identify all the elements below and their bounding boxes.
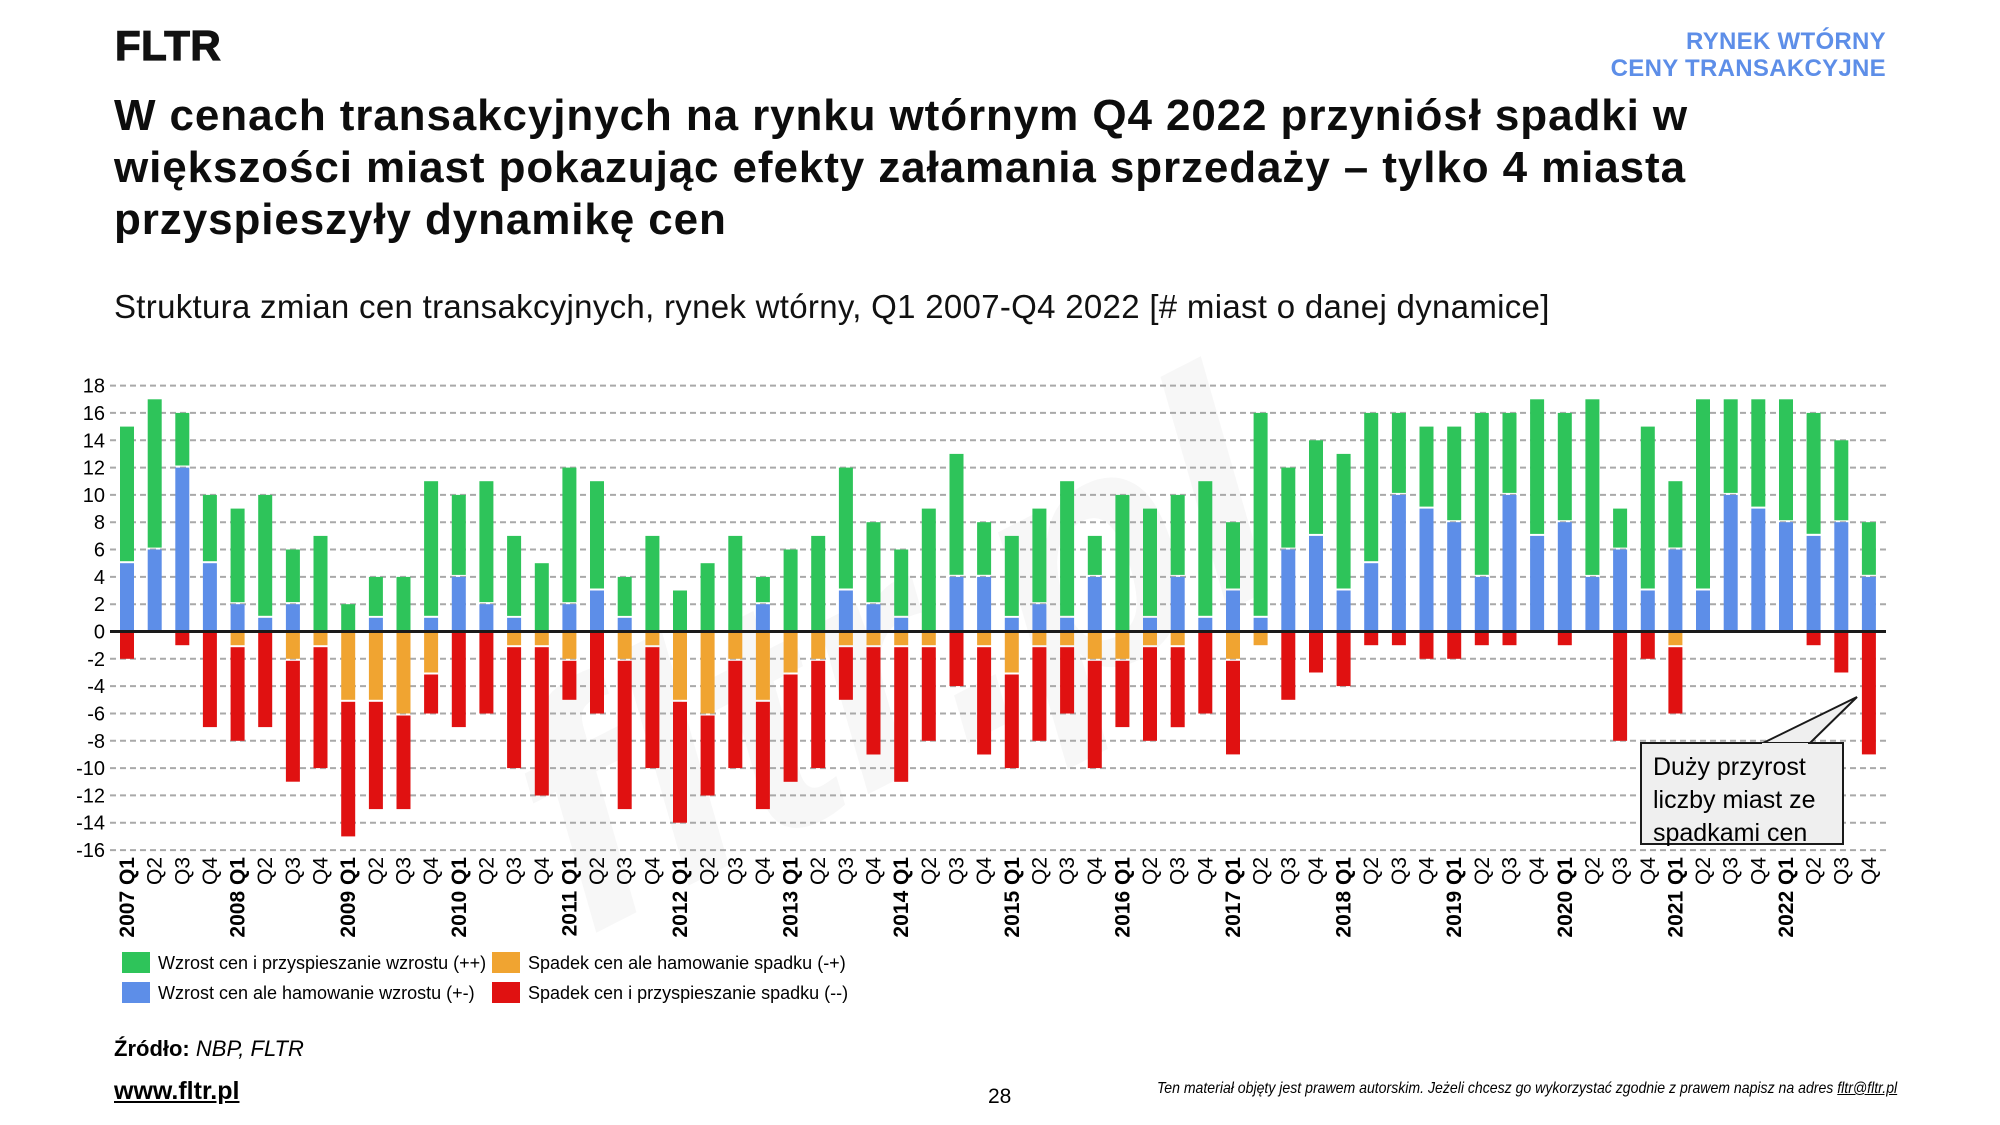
svg-text:Q2: Q2 <box>697 857 720 885</box>
svg-text:Q2: Q2 <box>918 857 941 885</box>
svg-text:Q4: Q4 <box>1526 857 1549 885</box>
svg-text:Q4: Q4 <box>1747 857 1770 885</box>
svg-text:Q4: Q4 <box>1858 857 1881 885</box>
svg-text:Q3: Q3 <box>1388 857 1411 885</box>
svg-text:-10: -10 <box>76 758 105 780</box>
svg-text:Q2: Q2 <box>144 857 167 885</box>
svg-text:2010 Q1: 2010 Q1 <box>448 857 471 938</box>
svg-text:16: 16 <box>83 403 105 425</box>
svg-text:-12: -12 <box>76 785 105 807</box>
svg-text:Q3: Q3 <box>1277 857 1300 885</box>
svg-text:Q3: Q3 <box>614 857 637 885</box>
svg-text:2016 Q1: 2016 Q1 <box>1111 857 1134 938</box>
svg-text:0: 0 <box>94 622 105 644</box>
svg-text:Q2: Q2 <box>1581 857 1604 885</box>
svg-text:2021 Q1: 2021 Q1 <box>1664 857 1687 938</box>
svg-text:2019 Q1: 2019 Q1 <box>1443 857 1466 938</box>
svg-text:Q3: Q3 <box>1720 857 1743 885</box>
svg-text:2013 Q1: 2013 Q1 <box>780 857 803 938</box>
svg-text:2008 Q1: 2008 Q1 <box>227 857 250 938</box>
svg-text:2015 Q1: 2015 Q1 <box>1001 857 1024 938</box>
svg-text:Q2: Q2 <box>475 857 498 885</box>
svg-text:2009 Q1: 2009 Q1 <box>337 857 360 938</box>
svg-text:Q2: Q2 <box>1692 857 1715 885</box>
svg-text:Q2: Q2 <box>1028 857 1051 885</box>
svg-text:2: 2 <box>94 594 105 616</box>
svg-text:-8: -8 <box>87 731 105 753</box>
svg-text:Q4: Q4 <box>752 857 775 885</box>
svg-text:14: 14 <box>83 430 105 452</box>
svg-text:Q2: Q2 <box>254 857 277 885</box>
svg-text:Q2: Q2 <box>1250 857 1273 885</box>
svg-text:Q2: Q2 <box>1471 857 1494 885</box>
svg-text:Q4: Q4 <box>1305 857 1328 885</box>
svg-text:18: 18 <box>83 376 105 398</box>
svg-text:Q3: Q3 <box>171 857 194 885</box>
svg-text:6: 6 <box>94 540 105 562</box>
svg-text:8: 8 <box>94 512 105 534</box>
svg-text:spadkami cen: spadkami cen <box>1653 819 1807 847</box>
svg-text:Q2: Q2 <box>1139 857 1162 885</box>
svg-text:Q4: Q4 <box>531 857 554 885</box>
svg-text:Q4: Q4 <box>310 857 333 885</box>
svg-text:Q4: Q4 <box>199 857 222 885</box>
svg-text:Q4: Q4 <box>1637 857 1660 885</box>
svg-text:Q4: Q4 <box>1194 857 1217 885</box>
svg-text:Q3: Q3 <box>393 857 416 885</box>
svg-text:Q4: Q4 <box>973 857 996 885</box>
svg-text:Q3: Q3 <box>835 857 858 885</box>
svg-text:Q3: Q3 <box>1499 857 1522 885</box>
svg-text:Q4: Q4 <box>420 857 443 885</box>
svg-text:Q4: Q4 <box>1084 857 1107 885</box>
svg-text:Q3: Q3 <box>946 857 969 885</box>
svg-text:12: 12 <box>83 458 105 480</box>
svg-text:2022 Q1: 2022 Q1 <box>1775 857 1798 938</box>
svg-text:2020 Q1: 2020 Q1 <box>1554 857 1577 938</box>
svg-text:-6: -6 <box>87 704 105 726</box>
svg-text:liczby miast ze: liczby miast ze <box>1653 786 1816 814</box>
svg-text:Q2: Q2 <box>586 857 609 885</box>
svg-text:-2: -2 <box>87 649 105 671</box>
svg-text:Q3: Q3 <box>1830 857 1853 885</box>
svg-text:2017 Q1: 2017 Q1 <box>1222 857 1245 938</box>
svg-text:2011 Q1: 2011 Q1 <box>558 857 581 937</box>
svg-text:Q3: Q3 <box>724 857 747 885</box>
svg-text:Q2: Q2 <box>807 857 830 885</box>
svg-text:4: 4 <box>94 567 105 589</box>
svg-text:Q4: Q4 <box>641 857 664 885</box>
svg-text:-14: -14 <box>76 813 105 835</box>
svg-text:2014 Q1: 2014 Q1 <box>890 857 913 938</box>
svg-text:Q4: Q4 <box>1416 857 1439 885</box>
svg-text:Q3: Q3 <box>282 857 305 885</box>
svg-text:Q4: Q4 <box>863 857 886 885</box>
svg-text:Duży przyrost: Duży przyrost <box>1653 753 1806 781</box>
svg-text:Q3: Q3 <box>503 857 526 885</box>
svg-text:Q3: Q3 <box>1056 857 1079 885</box>
svg-text:Q2: Q2 <box>1803 857 1826 885</box>
svg-text:-16: -16 <box>76 840 105 862</box>
svg-text:2018 Q1: 2018 Q1 <box>1333 857 1356 938</box>
svg-text:Q3: Q3 <box>1609 857 1632 885</box>
svg-text:2012 Q1: 2012 Q1 <box>669 857 692 938</box>
svg-text:Q3: Q3 <box>1167 857 1190 885</box>
svg-text:Q2: Q2 <box>365 857 388 885</box>
svg-text:2007 Q1: 2007 Q1 <box>116 857 139 938</box>
svg-text:10: 10 <box>83 485 105 507</box>
svg-text:Q2: Q2 <box>1360 857 1383 885</box>
svg-text:-4: -4 <box>87 676 105 698</box>
